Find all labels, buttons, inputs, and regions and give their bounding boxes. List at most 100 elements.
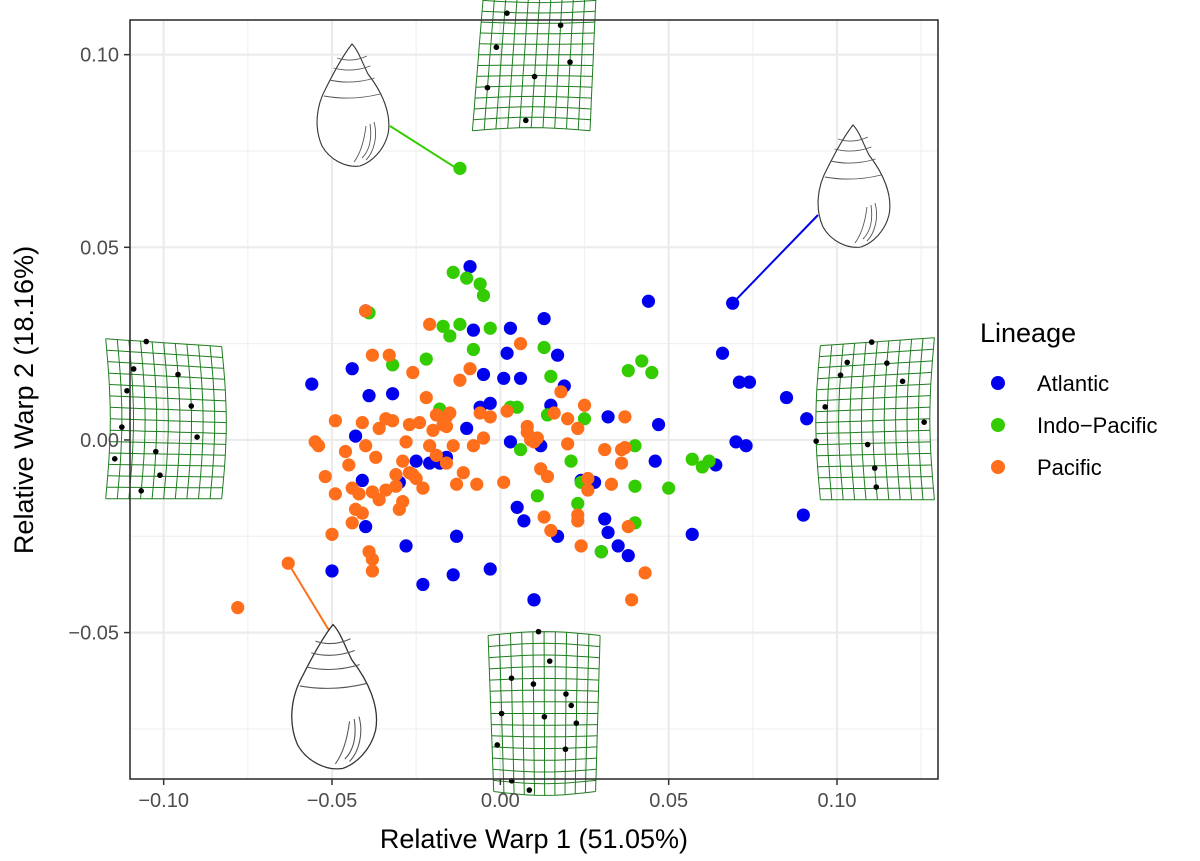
data-point (796, 508, 810, 522)
data-point (412, 416, 427, 430)
data-point (365, 348, 379, 362)
grid-line (815, 406, 931, 413)
suture-line (306, 664, 360, 671)
suture-line (329, 77, 375, 83)
data-point (402, 417, 417, 432)
landmark-dot (822, 404, 828, 410)
data-point (571, 514, 585, 528)
data-point (483, 321, 497, 335)
shell-illustration-bottom-left (291, 623, 378, 770)
data-point (513, 337, 528, 351)
data-point (621, 364, 635, 378)
data-point (685, 527, 699, 541)
grid-line (479, 43, 594, 45)
grid-line (488, 642, 600, 648)
data-point (614, 442, 629, 457)
grid-line (108, 372, 225, 380)
data-point (382, 348, 396, 362)
landmark-dot (153, 448, 159, 455)
data-point (453, 317, 467, 331)
grid-line (490, 689, 599, 692)
data-point (342, 458, 356, 472)
landmark-dot (884, 360, 890, 366)
data-point (456, 466, 470, 480)
data-point (537, 311, 551, 326)
grid-line (818, 476, 933, 479)
landmark-dot (562, 746, 569, 753)
data-point (628, 479, 642, 493)
legend-label-indo-pacific: Indo−Pacific (1037, 413, 1157, 438)
data-point (419, 352, 433, 366)
data-point (625, 593, 639, 607)
suture-line (824, 174, 882, 180)
data-point (325, 564, 339, 578)
landmark-dot (541, 713, 548, 720)
data-point (328, 414, 342, 428)
data-point (463, 362, 477, 376)
grid-line (109, 452, 226, 456)
data-point (483, 410, 497, 424)
data-point (604, 477, 619, 491)
data-point (399, 539, 413, 553)
landmark-dot (124, 387, 130, 394)
data-point (537, 510, 551, 524)
grid-line (816, 441, 931, 446)
data-point (513, 371, 528, 385)
data-point (355, 506, 369, 520)
landmark-dot (494, 742, 501, 748)
data-point (449, 529, 464, 543)
data-point (500, 346, 514, 360)
data-point (392, 502, 406, 516)
landmark-dot (130, 366, 137, 372)
data-point (453, 373, 467, 387)
data-point (389, 479, 403, 493)
data-point (574, 539, 588, 553)
data-point (328, 487, 342, 501)
aperture-lines (854, 202, 878, 244)
data-point (500, 404, 514, 418)
data-point (544, 369, 558, 383)
grid-line (490, 701, 599, 703)
panel-border (129, 19, 939, 780)
legend-title: Lineage (980, 318, 1076, 348)
data-point (439, 456, 454, 470)
landmark-dot (175, 371, 181, 378)
data-point (453, 161, 467, 175)
grid-line (105, 338, 222, 348)
data-point (513, 442, 528, 457)
grid-line (816, 383, 931, 391)
series-indo-pacific (362, 161, 716, 559)
shell-illustrations (287, 43, 891, 770)
data-point (362, 389, 376, 403)
landmark-dot (138, 488, 144, 494)
data-point (483, 396, 497, 410)
data-point (355, 473, 369, 488)
data-point (463, 259, 477, 274)
data-point (355, 416, 369, 430)
legend-key-pacific (991, 460, 1005, 474)
grid-line (815, 429, 931, 435)
data-point (473, 406, 487, 420)
grid-line (482, 0, 596, 4)
data-point (345, 516, 359, 530)
grid-line (106, 486, 223, 489)
data-point (446, 439, 460, 453)
data-point (476, 288, 491, 303)
x-tick-label: −0.05 (307, 790, 358, 812)
data-point (365, 564, 379, 578)
data-point (601, 410, 615, 424)
legend-label-pacific: Pacific (1037, 455, 1102, 480)
grid-line (107, 475, 224, 478)
data-point (540, 469, 555, 484)
data-point (601, 525, 615, 540)
legend-label-atlantic: Atlantic (1037, 371, 1109, 396)
landmark-dot (837, 372, 844, 378)
data-point (466, 342, 480, 357)
landmark-dot (493, 44, 500, 51)
landmark-dot (194, 434, 200, 440)
landmark-dot (504, 10, 510, 17)
y-tick-label: 0.00 (80, 430, 119, 452)
suture-line (837, 136, 869, 142)
data-point (503, 321, 518, 335)
